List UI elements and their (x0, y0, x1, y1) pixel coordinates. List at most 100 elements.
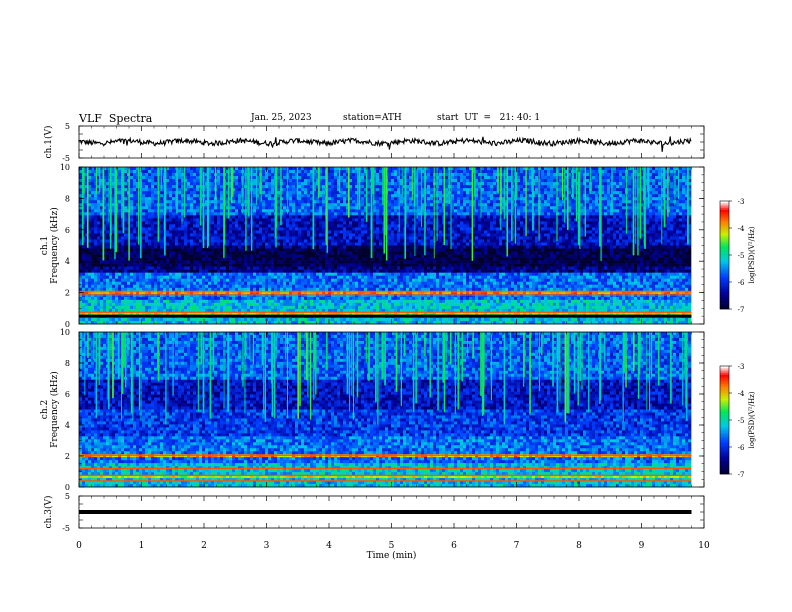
ch2-spectrogram-colorbar-cell (720, 450, 729, 453)
ch1-spectrogram-colorbar-cell (720, 273, 729, 276)
ch2-spectrogram-colorbar-cell (720, 393, 729, 396)
ch1-spectrogram-colorbar-cell (720, 298, 729, 301)
ch2-spectrogram-colorbar-tick-label: -3 (738, 363, 745, 371)
ch1-waveform-ylabel: ch.1(V) (43, 126, 54, 159)
ch1-spectrogram-colorbar-cell (720, 210, 729, 213)
ch1-waveform-ytick-label: 5 (65, 122, 70, 131)
ch1-waveform-ytick-label: -5 (62, 154, 70, 163)
ch1-spectrogram-colorbar-label: log(PSD)(V²/Hz) (748, 226, 756, 283)
ch2-spectrogram-colorbar-cell (720, 447, 729, 450)
x-tick-label: 9 (639, 541, 645, 551)
ch1-spectrogram-colorbar-cell (720, 269, 729, 272)
ch1-spectrogram-ytick-label: 6 (65, 226, 70, 235)
ch1-spectrogram-colorbar-cell (720, 249, 729, 252)
ch2-spectrogram-colorbar-cell (720, 387, 729, 390)
start-time-label: start UT = 21: 40: 1 (437, 113, 540, 123)
ch1-spectrogram-colorbar-cell (720, 285, 729, 288)
ch2-spectrogram-colorbar-cell (720, 382, 729, 385)
station-label: station=ATH (343, 113, 402, 123)
x-tick-label: 1 (139, 541, 145, 551)
ch2-spectrogram-ytick-label: 10 (60, 328, 70, 337)
ch2-spectrogram-colorbar-cell (720, 456, 729, 459)
ch1-spectrogram-colorbar-cell (720, 292, 729, 295)
ch1-spectrogram-colorbar-cell (720, 217, 729, 220)
ch2-spectrogram-colorbar-cell (720, 470, 729, 473)
ch3-waveform-ylabel: ch.3(V) (43, 496, 54, 529)
ch1-spectrogram-colorbar-cell (720, 301, 729, 304)
ch1-spectrogram-colorbar-cell (720, 226, 729, 229)
ch2-spectrogram-colorbar-cell (720, 439, 729, 442)
ch1-spectrogram-ytick-label: 4 (65, 257, 70, 266)
ch1-spectrogram-ylabel-channel: ch.1 (40, 236, 50, 255)
x-tick-label: 5 (389, 541, 395, 551)
x-tick-label: 6 (451, 541, 457, 551)
ch2-spectrogram-colorbar-cell (720, 412, 729, 415)
ch1-spectrogram-colorbar-cell (720, 256, 729, 259)
ch1-spectrogram-colorbar-cell (720, 202, 729, 205)
ch2-spectrogram-colorbar-cell (720, 465, 729, 468)
ch2-spectrogram-colorbar-cell (720, 427, 729, 430)
date-label: Jan. 25, 2023 (251, 113, 312, 123)
ch2-spectrogram-colorbar-cell (720, 434, 729, 437)
ch1-spectrogram-empty-region (691, 167, 704, 324)
ch2-spectrogram-colorbar-cell (720, 438, 729, 441)
ch2-spectrogram-ylabel-channel: ch.2 (40, 400, 50, 419)
ch1-spectrogram-colorbar-cell (720, 280, 729, 283)
ch1-spectrogram-colorbar-cell (720, 235, 729, 238)
ch1-spectrogram-colorbar-cell (720, 233, 729, 236)
ch1-spectrogram-colorbar-cell (720, 300, 729, 303)
ch2-spectrogram-colorbar-cell (720, 371, 729, 374)
ch1-spectrogram-colorbar-cell (720, 265, 729, 268)
ch2-spectrogram-colorbar-cell (720, 403, 729, 406)
ch2-spectrogram-colorbar-cell (720, 405, 729, 408)
ch1-spectrogram-colorbar-cell (720, 211, 729, 214)
ch2-spectrogram-colorbar-cell (720, 457, 729, 460)
ch1-spectrogram-colorbar-cell (720, 276, 729, 279)
ch2-spectrogram-colorbar-cell (720, 461, 729, 464)
ch1-spectrogram-colorbar-cell (720, 253, 729, 256)
ch1-spectrogram-colorbar-cell (720, 283, 729, 286)
ch2-spectrogram-colorbar-cell (720, 459, 729, 462)
ch2-spectrogram-empty-region (691, 332, 704, 487)
ch1-spectrogram-colorbar-cell (720, 289, 729, 292)
ch1-spectrogram-colorbar-cell (720, 255, 729, 258)
ch2-spectrogram-colorbar-cell (720, 398, 729, 401)
ch1-spectrogram-colorbar-tick-label: -5 (738, 252, 745, 260)
ch1-spectrogram-colorbar-cell (720, 303, 729, 306)
ch2-spectrogram-colorbar-cell (720, 396, 729, 399)
x-tick-label: 10 (698, 541, 710, 551)
ch1-spectrogram-colorbar-cell (720, 215, 729, 218)
ch2-spectrogram-colorbar-cell (720, 445, 729, 448)
ch2-spectrogram-colorbar-cell (720, 463, 729, 466)
ch2-spectrogram-colorbar-label: log(PSD)(V²/Hz) (748, 391, 756, 448)
ch1-spectrogram-colorbar-cell (720, 291, 729, 294)
x-tick-label: 8 (576, 541, 582, 551)
ch1-spectrogram-colorbar-cell (720, 251, 729, 254)
ch2-spectrogram-colorbar-cell (720, 391, 729, 394)
ch2-spectrogram-colorbar-cell (720, 376, 729, 379)
ch1-spectrogram-ytick-label: 0 (65, 320, 70, 329)
ch2-spectrogram-colorbar-cell (720, 454, 729, 457)
ch2-spectrogram-colorbar-cell (720, 394, 729, 397)
ch1-spectrogram-colorbar-cell (720, 231, 729, 234)
ch2-spectrogram-colorbar-cell (720, 430, 729, 433)
ch2-spectrogram-colorbar-cell (720, 369, 729, 372)
ch2-spectrogram-ytick-label: 6 (65, 390, 70, 399)
ch1-waveform-signal-line (78, 136, 692, 152)
ch2-spectrogram-ytick-label: 4 (65, 421, 70, 430)
ch1-spectrogram-colorbar-cell (720, 229, 729, 232)
ch1-spectrogram-colorbar-cell (720, 282, 729, 285)
ch2-spectrogram-colorbar-tick-label: -5 (738, 417, 745, 425)
ch1-spectrogram-colorbar-cell (720, 206, 729, 209)
ch2-spectrogram-colorbar-cell (720, 416, 729, 419)
ch1-spectrogram-colorbar-cell (720, 264, 729, 267)
ch2-spectrogram-colorbar-cell (720, 472, 729, 475)
ch1-spectrogram-heatmap (79, 167, 692, 325)
ch2-spectrogram-colorbar-tick-label: -7 (738, 471, 745, 479)
ch1-spectrogram-colorbar-cell (720, 240, 729, 243)
ch2-spectrogram-colorbar-cell (720, 411, 729, 414)
ch2-spectrogram-colorbar-cell (720, 429, 729, 432)
ch1-spectrogram-colorbar-cell (720, 260, 729, 263)
ch2-spectrogram-colorbar-tick-label: -6 (738, 444, 745, 452)
